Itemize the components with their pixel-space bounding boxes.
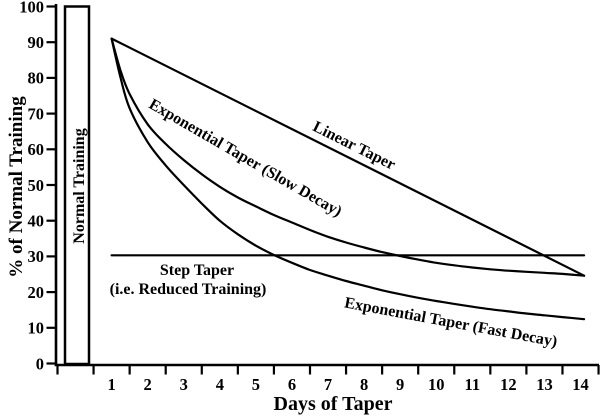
y-tick-label: 80 <box>28 69 45 88</box>
x-tick-label: 13 <box>536 375 553 394</box>
x-tick-label: 2 <box>144 375 152 394</box>
x-tick-label: 1 <box>107 375 115 394</box>
y-tick-label: 90 <box>28 33 45 52</box>
x-tick-label: 8 <box>360 375 368 394</box>
x-tick-label: 4 <box>216 375 224 394</box>
taper-curves <box>110 37 586 321</box>
y-tick-label: 30 <box>28 247 45 266</box>
annotation-i-e-reduced-training: (i.e. Reduced Training) <box>110 281 267 298</box>
x-tick-label: 5 <box>252 375 260 394</box>
y-tick-label: 70 <box>28 104 45 123</box>
normal-training-column <box>63 5 91 366</box>
x-tick-label: 7 <box>324 375 332 394</box>
normal-training-label: Normal Training <box>71 128 88 243</box>
curve-exponential-taper-slow-decay <box>110 37 586 277</box>
axis-titles: Days of Taper % of Normal Training <box>6 96 393 415</box>
y-tick-label: 10 <box>28 319 45 338</box>
y-axis-title: % of Normal Training <box>6 96 27 278</box>
y-tick-label: 100 <box>19 0 44 16</box>
x-tick-label: 6 <box>288 375 296 394</box>
x-tick-label: 3 <box>180 375 188 394</box>
x-tick-label: 10 <box>428 375 445 394</box>
x-tick-label: 9 <box>396 375 404 394</box>
curve-linear-taper <box>110 37 586 277</box>
x-tick-label: 14 <box>572 375 589 394</box>
y-tick-label: 50 <box>28 176 45 195</box>
annotation-step-taper: Step Taper <box>160 262 234 279</box>
y-tick-label: 40 <box>28 212 45 231</box>
y-tick-label: 0 <box>36 354 44 373</box>
x-tick-label: 12 <box>500 375 517 394</box>
y-tick-label: 60 <box>28 140 45 159</box>
y-tick-label: 20 <box>28 283 45 302</box>
x-axis-title: Days of Taper <box>274 393 393 415</box>
curve-exponential-taper-fast-decay <box>110 37 586 321</box>
normal-training-bar: Normal Training <box>63 5 91 366</box>
x-tick-label: 11 <box>465 375 481 394</box>
